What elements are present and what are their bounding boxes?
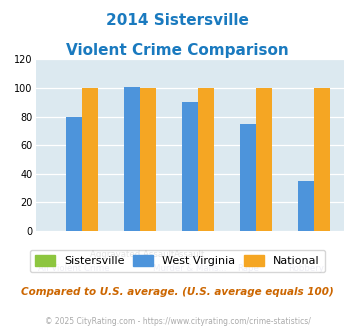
Text: 2014 Sistersville: 2014 Sistersville <box>106 13 249 28</box>
Text: © 2025 CityRating.com - https://www.cityrating.com/crime-statistics/: © 2025 CityRating.com - https://www.city… <box>45 317 310 326</box>
Bar <box>256 88 272 231</box>
Text: Robbery: Robbery <box>288 264 324 273</box>
Text: Aggravated Assault: Aggravated Assault <box>90 250 174 259</box>
Bar <box>140 88 156 231</box>
Bar <box>240 124 256 231</box>
Bar <box>198 88 214 231</box>
Bar <box>298 181 314 231</box>
Text: Rape: Rape <box>237 264 259 273</box>
Bar <box>124 86 140 231</box>
Text: Violent Crime Comparison: Violent Crime Comparison <box>66 43 289 58</box>
Text: All Violent Crime: All Violent Crime <box>38 264 110 273</box>
Bar <box>82 88 98 231</box>
Text: Assault: Assault <box>174 250 206 259</box>
Bar <box>314 88 330 231</box>
Legend: Sistersville, West Virginia, National: Sistersville, West Virginia, National <box>29 250 326 272</box>
Bar <box>182 102 198 231</box>
Text: Compared to U.S. average. (U.S. average equals 100): Compared to U.S. average. (U.S. average … <box>21 287 334 297</box>
Text: Murder & Mans...: Murder & Mans... <box>153 264 227 273</box>
Bar <box>66 116 82 231</box>
